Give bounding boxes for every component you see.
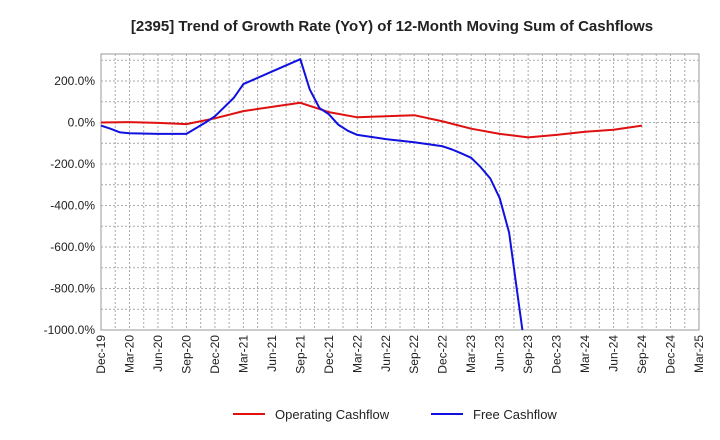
- y-tick-label: 0.0%: [68, 115, 96, 129]
- x-tick-label: Mar-23: [464, 335, 478, 373]
- x-tick-label: Sep-24: [635, 335, 649, 374]
- x-tick-label: Mar-25: [692, 335, 706, 373]
- legend-label: Free Cashflow: [473, 407, 557, 422]
- grid-lines: [101, 54, 699, 330]
- y-tick-label: -800.0%: [50, 281, 95, 295]
- x-tick-label: Jun-22: [379, 335, 393, 372]
- y-tick-label: -400.0%: [50, 198, 95, 212]
- series-lines: [100, 58, 643, 331]
- x-axis: Dec-19 Mar-20 Jun-20 Sep-20 Dec-20 Mar-21 Jun-…: [94, 335, 706, 374]
- x-tick-label: Jun-24: [607, 335, 621, 372]
- x-tick-label: Dec-20: [208, 335, 222, 374]
- y-tick-label: 200.0%: [54, 74, 95, 88]
- legend-label: Operating Cashflow: [275, 407, 390, 422]
- x-tick-label: Dec-24: [664, 335, 678, 374]
- x-tick-label: Mar-20: [122, 335, 136, 373]
- x-tick-label: Dec-23: [550, 335, 564, 374]
- x-tick-label: Mar-22: [350, 335, 364, 373]
- x-tick-label: Jun-23: [493, 335, 507, 372]
- x-tick-label: Jun-20: [151, 335, 165, 372]
- x-tick-label: Sep-22: [407, 335, 421, 374]
- y-tick-label: -600.0%: [50, 240, 95, 254]
- y-tick-label: -1000.0%: [44, 323, 96, 337]
- x-tick-label: Sep-23: [521, 335, 535, 374]
- series-line-operating-cashflow: [100, 101, 643, 139]
- x-tick-label: Sep-21: [293, 335, 307, 374]
- x-tick-label: Dec-21: [322, 335, 336, 374]
- series-line-free-cashflow: [100, 58, 524, 331]
- y-axis: 200.0% 0.0% -200.0% -400.0% -600.0% -800.0% -1…: [44, 74, 96, 337]
- x-tick-label: Mar-21: [236, 335, 250, 373]
- x-tick-label: Mar-24: [578, 335, 592, 373]
- legend: Operating Cashflow Free Cashflow: [233, 407, 557, 422]
- chart-title: [2395] Trend of Growth Rate (YoY) of 12-…: [131, 18, 653, 35]
- x-tick-label: Dec-19: [94, 335, 108, 374]
- y-tick-label: -200.0%: [50, 157, 95, 171]
- x-tick-label: Jun-21: [265, 335, 279, 372]
- x-tick-label: Dec-22: [436, 335, 450, 374]
- x-tick-label: Sep-20: [179, 335, 193, 374]
